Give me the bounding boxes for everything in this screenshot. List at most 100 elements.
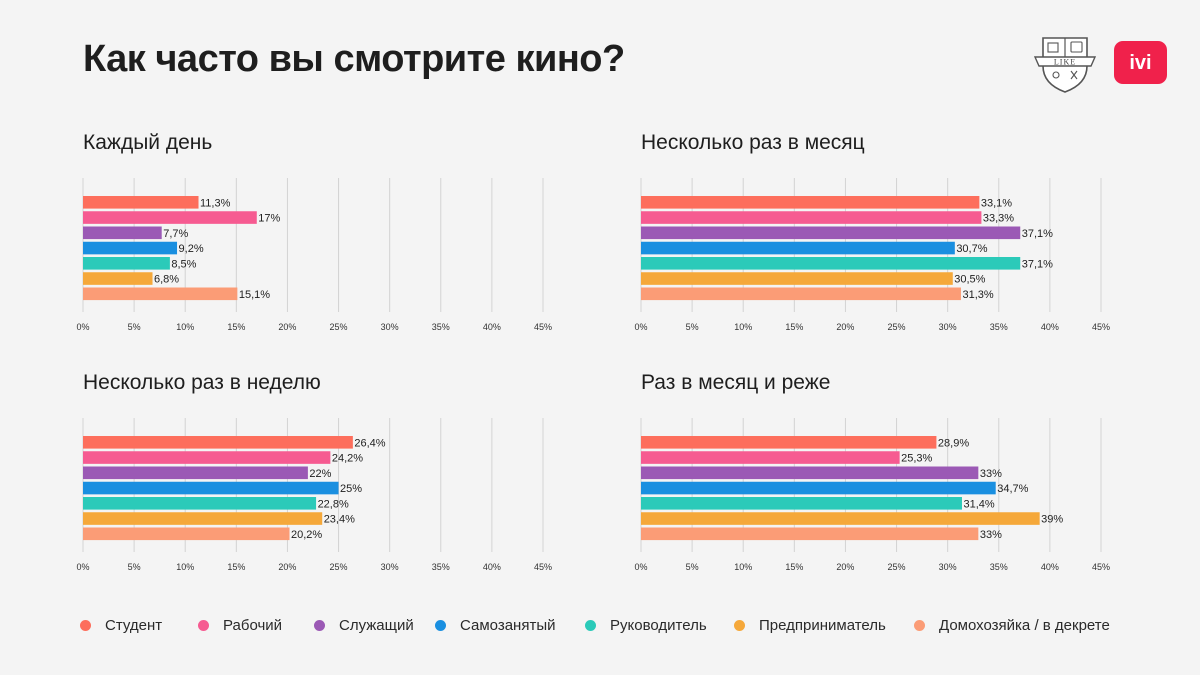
legend-label: Студент <box>105 616 163 634</box>
bar-value-label: 37,1% <box>1022 258 1053 270</box>
bar <box>83 287 238 301</box>
bar-value-label: 28,9% <box>938 437 969 449</box>
legend-dot <box>80 619 91 631</box>
bar <box>83 272 153 285</box>
bar <box>83 211 257 224</box>
bar-value-label: 6,8% <box>154 274 179 286</box>
bar-value-label: 31,4% <box>963 498 994 510</box>
x-tick-label: 45% <box>1092 322 1110 332</box>
legend-dot <box>314 619 325 631</box>
bar-value-label: 11,3% <box>200 197 231 209</box>
chart-3: 0% 5% 10% 15% 20% 25% 30% 35% 40% 45%26,4%24,2%22… <box>76 418 552 572</box>
x-tick-label: 0% <box>634 562 647 572</box>
legend-dot <box>734 619 745 631</box>
legend-label: Рабочий <box>223 616 283 634</box>
x-tick-label: 15% <box>227 562 245 572</box>
bar-value-label: 33,1% <box>981 197 1012 209</box>
legend-label: Предприниматель <box>759 616 886 634</box>
legend-label: Служащий <box>339 616 414 634</box>
bar <box>641 436 937 449</box>
like-logo: LIKE <box>1033 37 1097 93</box>
x-tick-label: 0% <box>76 322 89 332</box>
bar <box>641 287 961 301</box>
ivi-logo-text: ivi <box>1129 52 1151 74</box>
bar-value-label: 23,4% <box>324 514 355 526</box>
bar-value-label: 9,2% <box>179 243 204 255</box>
bar <box>641 196 980 209</box>
x-tick-label: 40% <box>483 562 501 572</box>
bar-value-label: 30,7% <box>956 243 987 255</box>
bar-value-label: 31,3% <box>962 289 993 301</box>
bar <box>83 436 353 449</box>
x-tick-label: 40% <box>1041 562 1059 572</box>
chart-2-title: Несколько раз в месяц <box>641 131 865 154</box>
bar-value-label: 15,1% <box>239 289 270 301</box>
bar <box>641 226 1021 240</box>
bar <box>641 451 900 464</box>
bar <box>641 211 982 224</box>
x-tick-label: 5% <box>686 562 699 572</box>
bar-value-label: 33,3% <box>983 213 1014 225</box>
bar <box>83 512 323 525</box>
legend-item: Домохозяйка / в декрете <box>914 614 1110 636</box>
x-tick-label: 15% <box>227 322 245 332</box>
legend-dot <box>198 619 209 631</box>
bar-value-label: 20,2% <box>291 529 322 541</box>
x-tick-label: 20% <box>278 322 296 332</box>
bar <box>641 481 996 495</box>
x-tick-label: 20% <box>836 322 854 332</box>
bar <box>641 272 953 285</box>
x-tick-label: 10% <box>734 562 752 572</box>
x-tick-label: 25% <box>888 322 906 332</box>
chart-4-title: Раз в месяц и реже <box>641 371 831 394</box>
x-tick-label: 25% <box>330 562 348 572</box>
bar <box>83 257 170 270</box>
bar-value-label: 22% <box>309 468 331 480</box>
x-tick-label: 30% <box>939 322 957 332</box>
bar <box>641 527 979 541</box>
legend-item: Рабочий <box>198 614 282 636</box>
bar-value-label: 37,1% <box>1022 228 1053 240</box>
legend-label: Домохозяйка / в декрете <box>939 616 1110 634</box>
bar <box>83 527 290 541</box>
bar-value-label: 30,5% <box>954 274 985 286</box>
bar <box>83 481 339 495</box>
legend-item: Самозанятый <box>435 614 556 636</box>
x-tick-label: 30% <box>939 562 957 572</box>
x-tick-label: 45% <box>534 322 552 332</box>
bar-value-label: 7,7% <box>163 228 188 240</box>
bar <box>641 512 1040 525</box>
bar-value-label: 39% <box>1041 514 1063 526</box>
bar-value-label: 25,3% <box>901 453 932 465</box>
legend-item: Студент <box>80 614 162 636</box>
bar <box>83 466 308 480</box>
x-tick-label: 40% <box>483 322 501 332</box>
bar-value-label: 33% <box>980 529 1002 541</box>
bar <box>83 451 331 464</box>
x-tick-label: 10% <box>176 562 194 572</box>
page-title: Как часто вы смотрите кино? <box>83 38 625 80</box>
legend: Студент Рабочий Служащий Самозанятый Рук… <box>80 614 1120 636</box>
bar <box>83 497 317 510</box>
x-tick-label: 20% <box>278 562 296 572</box>
bar-value-label: 25% <box>340 483 362 495</box>
x-tick-label: 5% <box>128 562 141 572</box>
bar-value-label: 26,4% <box>354 437 385 449</box>
x-tick-label: 10% <box>734 322 752 332</box>
legend-item: Руководитель <box>585 614 707 636</box>
x-tick-label: 45% <box>1092 562 1110 572</box>
x-tick-label: 35% <box>990 322 1008 332</box>
bar-value-label: 8,5% <box>171 258 196 270</box>
x-tick-label: 15% <box>785 562 803 572</box>
bar <box>83 226 162 240</box>
chart-2: 0% 5% 10% 15% 20% 25% 30% 35% 40% 45% 33,1% 33,3% 37… <box>634 178 1110 332</box>
x-tick-label: 40% <box>1041 322 1059 332</box>
x-tick-label: 30% <box>381 562 399 572</box>
bar <box>641 497 962 510</box>
bar <box>83 241 178 255</box>
x-tick-label: 0% <box>76 562 89 572</box>
legend-label: Руководитель <box>610 616 707 634</box>
chart-4: 0% 5% 10% 15% 20% 25% 30% 35% 40% 45% 28,9% 25,3% 33… <box>634 418 1110 572</box>
x-tick-label: 15% <box>785 322 803 332</box>
legend-dot <box>435 619 446 631</box>
